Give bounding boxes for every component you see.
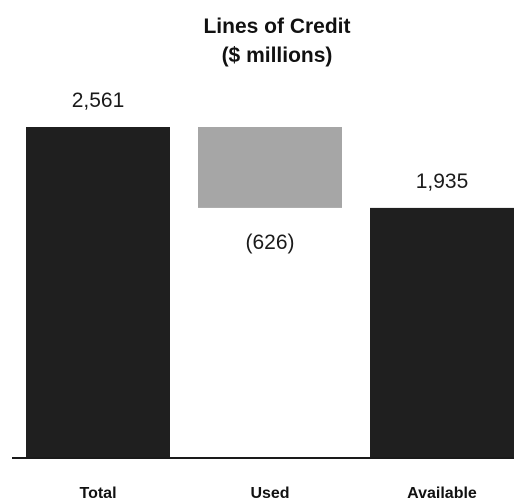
chart-title: Lines of Credit <box>203 15 350 38</box>
category-label-total: Total <box>79 485 116 499</box>
category-label-used: Used <box>250 485 289 499</box>
bar-used <box>198 127 342 208</box>
chart-subtitle: ($ millions) <box>222 44 333 67</box>
value-labels-group: 2,561 (626) 1,935 <box>72 89 469 254</box>
bar-total <box>26 127 170 458</box>
value-label-total: 2,561 <box>72 89 125 112</box>
category-labels-group: Total Used Available <box>79 485 476 499</box>
value-label-used: (626) <box>245 231 294 254</box>
bar-available <box>370 207 514 458</box>
category-label-available: Available <box>407 485 477 499</box>
value-label-available: 1,935 <box>416 170 469 193</box>
bars-group <box>26 127 514 458</box>
